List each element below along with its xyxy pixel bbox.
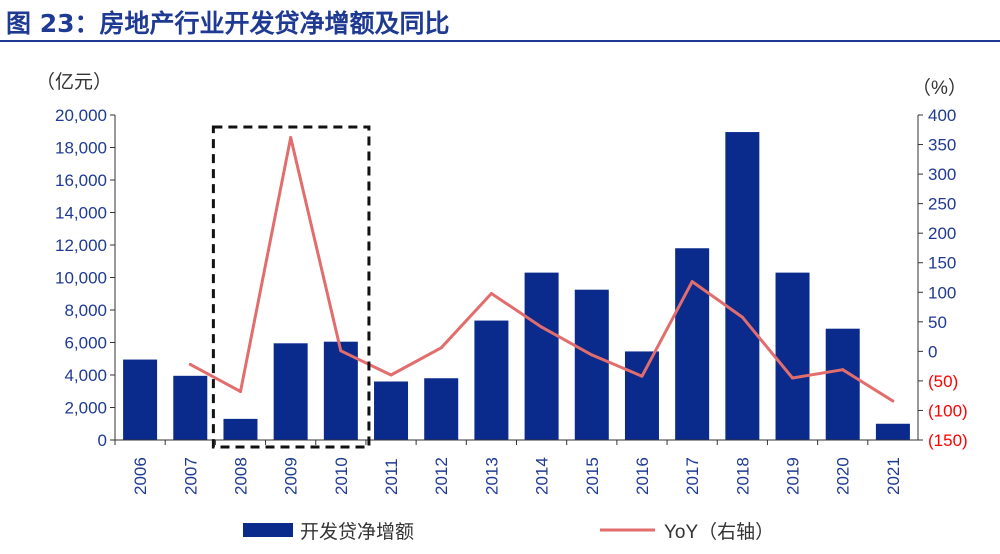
yoy-point bbox=[339, 349, 343, 353]
bar bbox=[273, 343, 308, 440]
bar bbox=[725, 132, 760, 440]
figure-title: 图 23：房地产行业开发贷净增额及同比 bbox=[6, 9, 450, 38]
x-axis-tick-label: 2013 bbox=[482, 457, 501, 495]
yoy-point bbox=[389, 373, 393, 377]
x-axis-tick-label: 2007 bbox=[181, 457, 200, 495]
right-axis-tick-label: 250 bbox=[928, 195, 956, 214]
x-axis-tick-label: 2020 bbox=[834, 457, 853, 495]
yoy-point bbox=[289, 135, 293, 139]
bar bbox=[424, 378, 459, 440]
yoy-point bbox=[238, 390, 242, 394]
bar bbox=[223, 418, 258, 440]
left-axis-tick-label: 20,000 bbox=[55, 106, 107, 125]
bar bbox=[524, 272, 559, 440]
yoy-point bbox=[740, 315, 744, 319]
bar bbox=[173, 375, 208, 440]
x-axis-tick-label: 2010 bbox=[332, 457, 351, 495]
yoy-point bbox=[690, 280, 694, 284]
x-axis-tick-label: 2006 bbox=[131, 457, 150, 495]
yoy-point bbox=[640, 374, 644, 378]
legend-bar-swatch bbox=[243, 523, 293, 537]
bar bbox=[374, 381, 409, 440]
bar bbox=[775, 272, 810, 440]
x-axis-tick-label: 2019 bbox=[784, 457, 803, 495]
x-axis-tick-label: 2012 bbox=[432, 457, 451, 495]
x-axis-tick-label: 2016 bbox=[633, 457, 652, 495]
left-axis-tick-label: 12,000 bbox=[55, 236, 107, 255]
right-axis-tick-label: (150) bbox=[928, 431, 968, 450]
yoy-point bbox=[188, 362, 192, 366]
yoy-point bbox=[791, 376, 795, 380]
x-axis-tick-label: 2009 bbox=[282, 457, 301, 495]
left-axis-tick-label: 16,000 bbox=[55, 171, 107, 190]
left-axis-tick-label: 0 bbox=[98, 431, 107, 450]
x-axis-tick-label: 2018 bbox=[733, 457, 752, 495]
right-axis-tick-label: 150 bbox=[928, 254, 956, 273]
title-rule bbox=[0, 40, 1000, 42]
bar bbox=[574, 289, 609, 440]
x-axis-tick-label: 2011 bbox=[382, 458, 401, 495]
left-axis-tick-label: 10,000 bbox=[55, 269, 107, 288]
bar bbox=[825, 328, 860, 440]
bar bbox=[474, 320, 509, 440]
right-axis-tick-label: 350 bbox=[928, 136, 956, 155]
left-axis-tick-label: 4,000 bbox=[64, 366, 107, 385]
bar bbox=[624, 351, 659, 440]
y2-axis-unit-label: （%） bbox=[912, 77, 967, 99]
x-axis-tick-label: 2017 bbox=[683, 457, 702, 495]
left-axis-tick-label: 18,000 bbox=[55, 139, 107, 158]
right-axis-tick-label: (100) bbox=[928, 401, 968, 420]
right-axis-tick-label: 0 bbox=[928, 342, 937, 361]
yoy-point bbox=[590, 353, 594, 357]
bar bbox=[675, 248, 710, 440]
y-axis-unit-label: （亿元） bbox=[36, 71, 112, 93]
x-axis-tick-label: 2008 bbox=[231, 457, 250, 495]
yoy-point bbox=[439, 346, 443, 350]
x-axis-tick-label: 2021 bbox=[884, 457, 903, 495]
bar bbox=[323, 341, 358, 440]
x-axis-tick-label: 2015 bbox=[583, 457, 602, 495]
yoy-point bbox=[489, 291, 493, 295]
bar bbox=[875, 423, 910, 440]
yoy-point bbox=[540, 325, 544, 329]
left-axis-tick-label: 6,000 bbox=[64, 334, 107, 353]
right-axis-tick-label: 100 bbox=[928, 283, 956, 302]
yoy-point bbox=[891, 399, 895, 403]
left-axis-tick-label: 8,000 bbox=[64, 301, 107, 320]
left-axis-tick-label: 14,000 bbox=[55, 204, 107, 223]
bar bbox=[123, 359, 158, 440]
highlight-box bbox=[211, 125, 371, 449]
right-axis-tick-label: 200 bbox=[928, 224, 956, 243]
right-axis-tick-label: 300 bbox=[928, 165, 956, 184]
legend-bar-label: 开发贷净增额 bbox=[300, 521, 414, 543]
right-axis-tick-label: 400 bbox=[928, 106, 956, 125]
right-axis-tick-label: (50) bbox=[928, 372, 958, 391]
yoy-point bbox=[841, 368, 845, 372]
left-axis-tick-label: 2,000 bbox=[64, 399, 107, 418]
legend-line-label: YoY（右轴） bbox=[664, 521, 774, 543]
x-axis-tick-label: 2014 bbox=[533, 457, 552, 495]
right-axis-tick-label: 50 bbox=[928, 313, 947, 332]
